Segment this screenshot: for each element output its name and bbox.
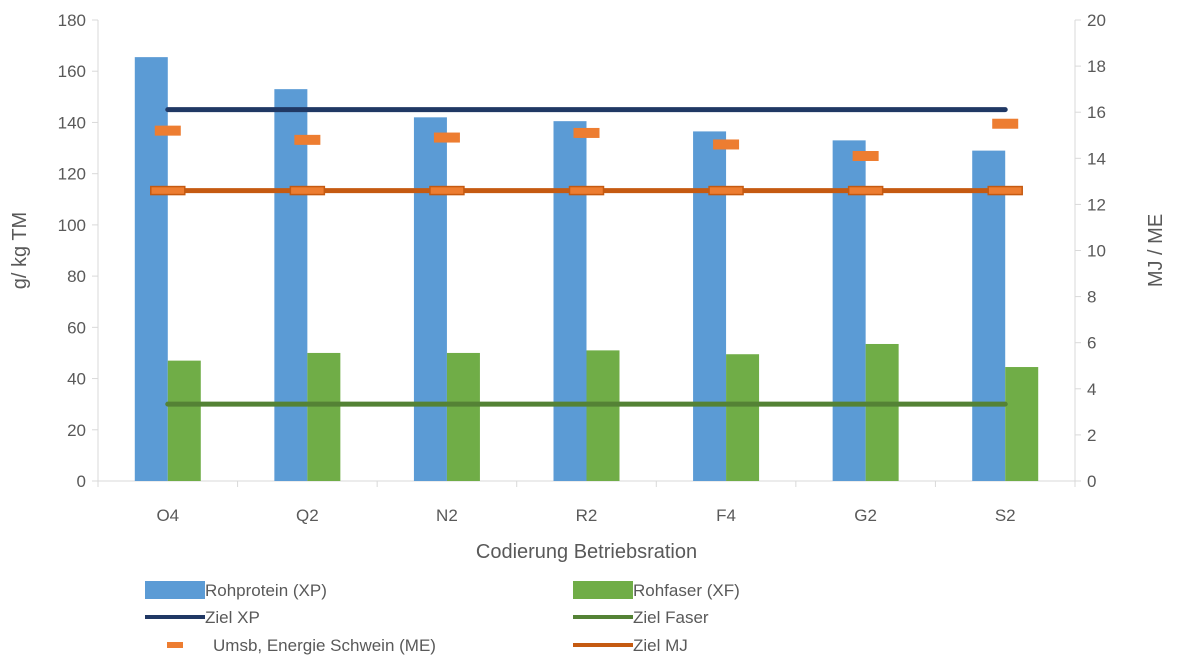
bar-rohprotein (274, 89, 308, 482)
energy-me-marker (294, 134, 321, 145)
legend-swatch-bar (145, 581, 205, 599)
bar-rohfaser (865, 343, 899, 481)
bar-rohfaser (726, 354, 760, 481)
bar-rohfaser (446, 352, 480, 481)
y-right-tick-label: 18 (1087, 57, 1106, 76)
y-right-tick-label: 20 (1087, 11, 1106, 30)
ziel-mj-marker (150, 185, 186, 196)
y-right-tick-label: 12 (1087, 195, 1106, 214)
bar-rohfaser (586, 350, 620, 481)
y-left-tick-label: 80 (67, 267, 86, 286)
ziel-mj-marker (847, 185, 884, 196)
legend-label: Rohfaser (XF) (633, 581, 740, 600)
y-left-axis-title: g/ kg TM (9, 212, 31, 289)
y-right-tick-label: 0 (1087, 472, 1096, 491)
bar-rohprotein (693, 131, 727, 482)
ziel-mj-marker (987, 185, 1023, 196)
y-right-tick-label: 4 (1087, 380, 1096, 399)
bar-rohprotein (413, 117, 447, 482)
y-right-tick-label: 14 (1087, 149, 1106, 168)
bar-rohprotein (134, 57, 168, 482)
y-right-tick-label: 10 (1087, 242, 1106, 261)
legend-label: Rohprotein (XP) (205, 581, 327, 600)
bar-rohfaser (307, 352, 341, 481)
legend-label: Umsb, Energie Schwein (ME) (213, 636, 436, 655)
x-tick-label: Q2 (296, 506, 319, 525)
y-right-tick-label: 2 (1087, 426, 1096, 445)
y-left-tick-label: 100 (58, 216, 86, 235)
energy-me-marker (852, 150, 879, 161)
x-tick-label: N2 (436, 506, 458, 525)
bar-rohprotein (972, 150, 1006, 481)
x-tick-label: F4 (716, 506, 736, 525)
legend-label: Ziel XP (205, 608, 260, 627)
legend-swatch-bar (573, 581, 633, 599)
bar-rohfaser (167, 360, 201, 481)
ziel-mj-marker (429, 185, 465, 196)
x-tick-label: O4 (156, 506, 179, 525)
ziel-mj-marker (568, 185, 605, 196)
y-right-tick-label: 6 (1087, 334, 1096, 353)
y-left-tick-label: 160 (58, 62, 86, 81)
energy-me-marker (713, 139, 740, 150)
energy-me-marker (433, 132, 460, 143)
x-tick-label: R2 (576, 506, 598, 525)
y-left-tick-label: 0 (77, 472, 86, 491)
legend-swatch-marker (167, 642, 183, 648)
y-right-axis-title: MJ / ME (1145, 214, 1167, 287)
bar-rohfaser (1005, 367, 1039, 481)
bar-rohprotein (832, 140, 866, 481)
legend-label: Ziel Faser (633, 608, 709, 627)
ziel-mj-marker (708, 185, 744, 196)
y-left-tick-label: 180 (58, 11, 86, 30)
y-right-tick-label: 8 (1087, 288, 1096, 307)
x-tick-label: S2 (995, 506, 1016, 525)
y-left-tick-label: 60 (67, 318, 86, 337)
y-left-tick-label: 140 (58, 113, 86, 132)
y-left-tick-label: 120 (58, 165, 86, 184)
y-right-tick-label: 16 (1087, 103, 1106, 122)
bar-rohprotein (553, 121, 587, 482)
x-axis-title: Codierung Betriebsration (476, 541, 697, 563)
legend-label: Ziel MJ (633, 636, 688, 655)
ziel-mj-marker (289, 185, 326, 196)
energy-me-marker (573, 127, 600, 138)
energy-me-marker (992, 118, 1019, 129)
x-tick-label: G2 (854, 506, 877, 525)
y-left-tick-label: 40 (67, 370, 86, 389)
energy-me-marker (154, 125, 181, 136)
y-left-tick-label: 20 (67, 421, 86, 440)
